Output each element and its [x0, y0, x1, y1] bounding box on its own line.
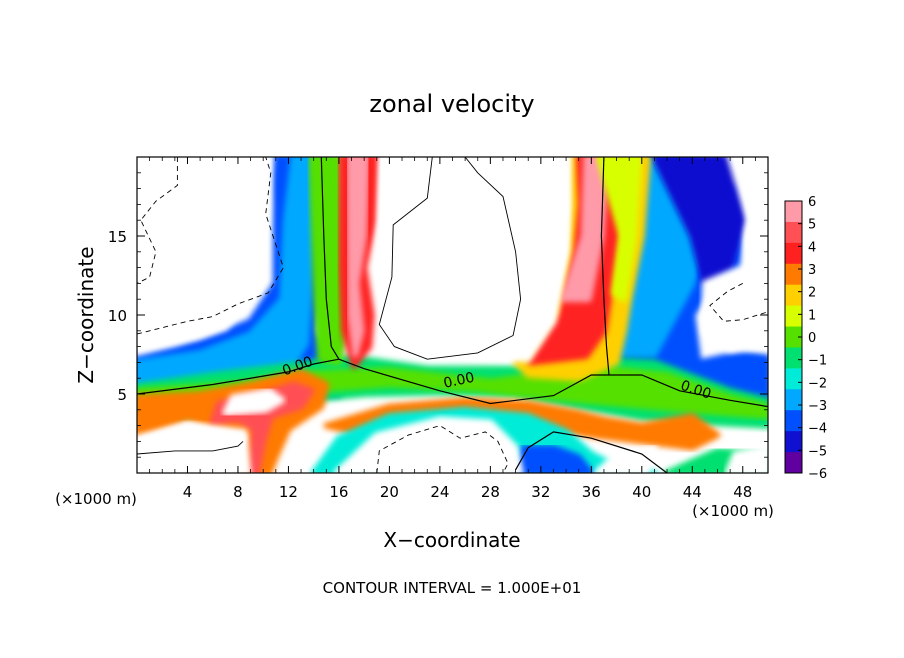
colorbar-label: 4 [808, 240, 816, 255]
x-unit-label-left: (×1000 m) [55, 490, 137, 508]
x-tick-label: 36 [582, 483, 601, 501]
x-tick-label: 32 [531, 483, 550, 501]
colorbar-swatch [785, 347, 802, 369]
contour-dashed-lower-middle [376, 425, 509, 473]
colorbar-swatch [785, 242, 802, 265]
x-tick-label: 24 [430, 483, 449, 501]
colorbar-swatch [785, 221, 802, 244]
colorbar: 6 5 4 3 2 1 0 −1 −2 −3 −4 −5 −6 [784, 195, 827, 482]
colorbar-label: 1 [808, 308, 816, 323]
contour-dashed-upper-left [137, 157, 284, 335]
y-tick-label: 10 [108, 307, 127, 325]
lower-deep-negative [512, 444, 595, 473]
upper-left-calm [137, 157, 274, 356]
colorbar-swatch [785, 305, 802, 328]
x-tick-label: 48 [733, 483, 752, 501]
colorbar-swatch [785, 368, 802, 390]
x-tick-label: 44 [683, 483, 702, 501]
y-axis-label: Z−coordinate [74, 246, 98, 383]
colorbar-label: 0 [808, 331, 816, 346]
lower-right-calm-2 [724, 444, 768, 473]
upper-middle-calm [376, 157, 572, 363]
colorbar-label: −4 [808, 422, 827, 437]
left-plume-peak [346, 157, 370, 358]
x-axis-ticks: 4 8 12 16 20 24 28 32 36 40 44 48 [149, 157, 756, 501]
x-unit-label-right: (×1000 m) [692, 502, 774, 520]
contour-label: 0.00 [442, 370, 476, 392]
upper-right-calm [701, 157, 768, 353]
colorbar-label: 5 [808, 218, 816, 233]
colorbar-label: −6 [808, 467, 827, 482]
x-tick-label: 28 [481, 483, 500, 501]
colorbar-label: 2 [808, 286, 816, 301]
y-tick-label: 15 [108, 228, 127, 246]
colorbar-label: 6 [808, 195, 816, 210]
lower-middle-calm [333, 416, 524, 473]
colorbar-swatch [785, 410, 802, 432]
contour-zero-left-column [320, 157, 340, 360]
colorbar-swatch [785, 326, 802, 348]
chart-title: zonal velocity [369, 90, 534, 118]
x-tick-label: 12 [279, 483, 298, 501]
colorbar-swatch [785, 431, 802, 453]
x-tick-label: 16 [329, 483, 348, 501]
colorbar-label: −5 [808, 444, 827, 459]
colorbar-swatch [785, 284, 802, 307]
right-plume-peak [560, 157, 610, 303]
y-axis-ticks: 5 10 15 [108, 172, 768, 458]
colorbar-swatch [785, 452, 802, 474]
contour-solid-upper-middle [378, 157, 522, 360]
contour-solid-lower-left [137, 441, 244, 455]
contour-zero-main [137, 358, 768, 408]
colorbar-label: −3 [808, 399, 827, 414]
velocity-field [137, 157, 768, 473]
x-tick-label: 8 [233, 483, 243, 501]
x-axis-label: X−coordinate [383, 528, 520, 552]
lower-left-calm [137, 422, 252, 473]
colorbar-label: −1 [808, 354, 827, 369]
colorbar-label: 3 [808, 263, 816, 278]
contour-interval-note: CONTOUR INTERVAL = 1.000E+01 [323, 579, 582, 597]
x-tick-label: 20 [380, 483, 399, 501]
lower-left-hole [222, 387, 286, 416]
contour-dashed-upper-left-inner [137, 157, 178, 284]
colorbar-label: −2 [808, 376, 827, 391]
x-tick-label: 40 [632, 483, 651, 501]
y-tick-label: 5 [117, 386, 127, 404]
right-deep-negative [651, 157, 746, 287]
contour-lines [137, 157, 768, 473]
x-tick-label: 4 [183, 483, 193, 501]
contour-zero-lower [515, 431, 668, 473]
colorbar-swatch [785, 263, 802, 286]
contour-zero-right-column [600, 157, 610, 376]
colorbar-swatch [785, 389, 802, 411]
right-plume-edge [595, 157, 643, 303]
colorbar-swatch [785, 201, 802, 223]
contour-dashed-right [709, 283, 768, 322]
